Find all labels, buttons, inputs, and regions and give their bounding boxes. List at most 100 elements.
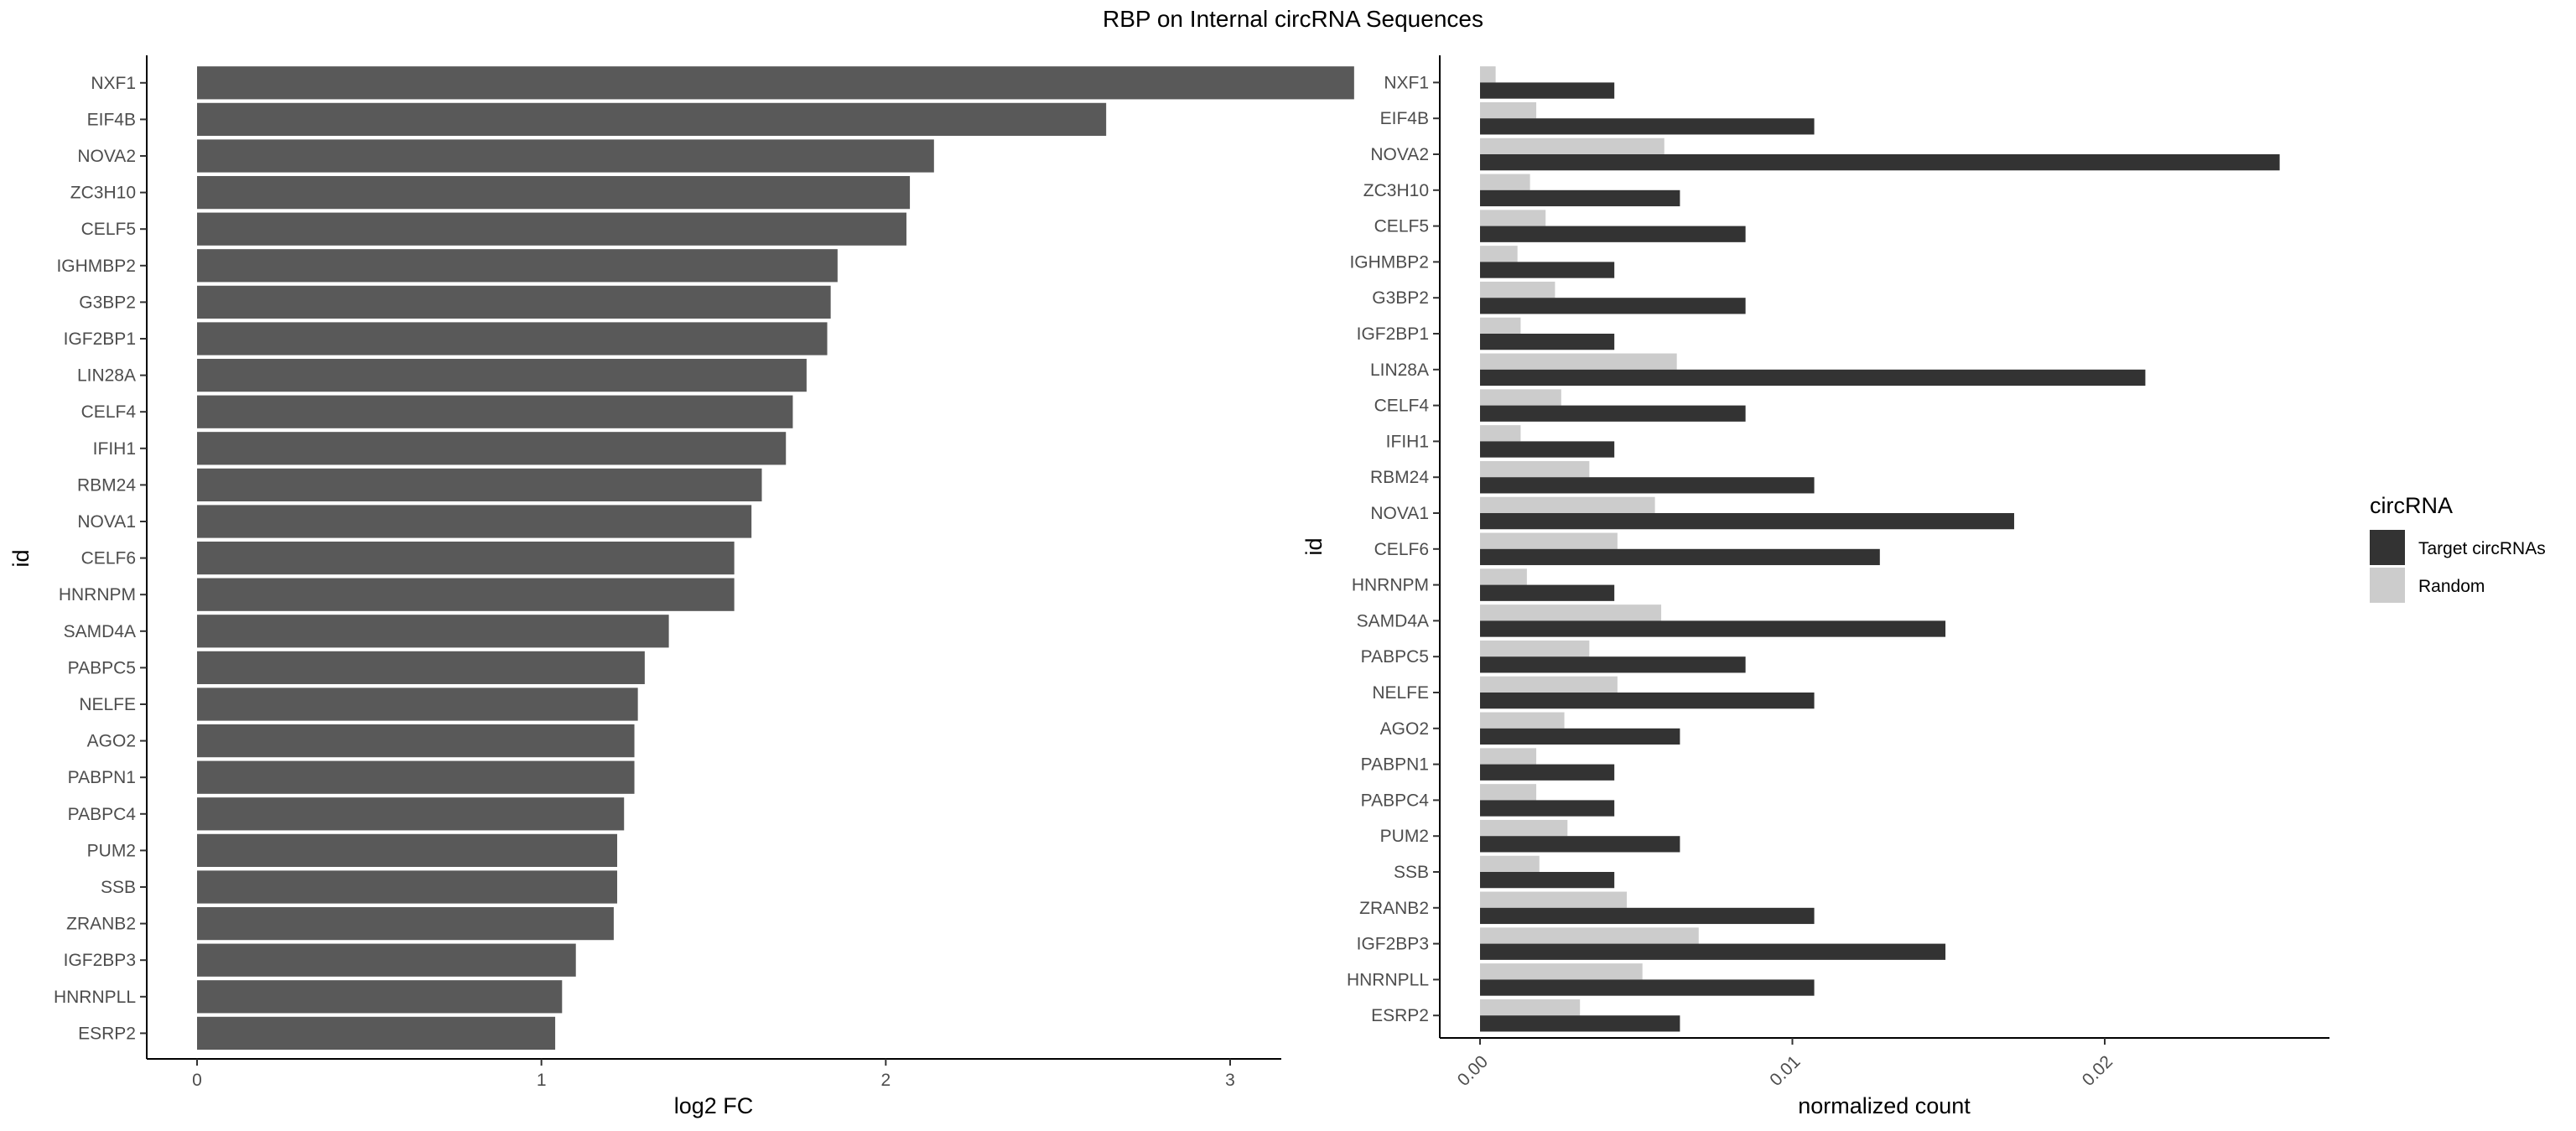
legend-key-target-circrnas <box>2370 530 2405 565</box>
y-tick-label-ago2: AGO2 <box>1380 719 1429 739</box>
bar-random-ighmbp2 <box>1480 246 1518 262</box>
y-tick-label-nelfe: NELFE <box>79 695 136 714</box>
bar-random-zranb2 <box>1480 891 1628 908</box>
bar-target-nova2 <box>1480 154 2280 171</box>
bar-target-lin28a <box>1480 369 2146 387</box>
bar-target-ssb <box>1480 872 1615 889</box>
bar-random-pabpn1 <box>1480 748 1537 765</box>
legend-label-target-circrnas: Target circRNAs <box>2418 539 2546 558</box>
y-tick-label-igf2bp1: IGF2BP1 <box>1357 324 1429 344</box>
bar-samd4a <box>197 615 669 648</box>
x-tick-label: 3 <box>1225 1071 1235 1090</box>
y-tick-label-zc3h10: ZC3H10 <box>70 184 136 203</box>
bar-random-celf6 <box>1480 532 1618 549</box>
y-tick-label-eif4b: EIF4B <box>1380 109 1429 128</box>
x-tick-label: 0 <box>192 1071 202 1090</box>
x-tick-label: 0.00 <box>1454 1052 1492 1090</box>
y-tick-label-hnrnpll: HNRNPLL <box>1347 970 1429 989</box>
bar-target-samd4a <box>1480 620 1946 637</box>
y-tick-label-nxf1: NXF1 <box>1384 73 1429 92</box>
bar-random-celf5 <box>1480 210 1546 226</box>
bar-random-eif4b <box>1480 101 1537 119</box>
bar-target-ighmbp2 <box>1480 262 1615 278</box>
y-tick-label-ago2: AGO2 <box>87 732 136 751</box>
bar-hnrnpll <box>197 980 563 1014</box>
bar-nova2 <box>197 139 934 173</box>
bar-rbm24 <box>197 468 762 502</box>
bar-target-nxf1 <box>1480 82 1615 99</box>
x-axis-title: normalized count <box>1798 1093 1971 1118</box>
y-tick-label-g3bp2: G3BP2 <box>1372 288 1429 308</box>
y-tick-label-igf2bp1: IGF2BP1 <box>64 329 136 349</box>
bar-target-ifih1 <box>1480 441 1615 458</box>
bar-nova1 <box>197 505 752 538</box>
bar-target-pabpc4 <box>1480 800 1615 817</box>
bar-zranb2 <box>197 906 614 941</box>
y-tick-label-celf4: CELF4 <box>81 402 137 422</box>
bar-target-igf2bp3 <box>1480 943 1946 960</box>
bar-ssb <box>197 870 618 904</box>
bar-random-pabpc5 <box>1480 640 1590 657</box>
y-tick-label-rbm24: RBM24 <box>1370 468 1429 487</box>
bar-igf2bp3 <box>197 943 576 977</box>
y-tick-label-hnrnpm: HNRNPM <box>1352 576 1429 595</box>
right-panel-normalized-count: NXF1 EIF4B NOVA2 ZC3H10 CELF5 IGHMBP2 G3BP2 IGF… <box>1301 55 2329 1118</box>
y-tick-label-rbm24: RBM24 <box>77 475 136 495</box>
bar-nelfe <box>197 687 638 721</box>
y-tick-label-igf2bp3: IGF2BP3 <box>64 951 136 970</box>
y-tick-label-esrp2: ESRP2 <box>78 1024 136 1043</box>
y-tick-label-ifih1: IFIH1 <box>1386 432 1429 451</box>
y-tick-label-nova1: NOVA1 <box>1370 504 1429 523</box>
bar-target-igf2bp1 <box>1480 334 1615 350</box>
y-tick-label-hnrnpll: HNRNPLL <box>54 988 136 1007</box>
y-tick-label-nova1: NOVA1 <box>77 512 136 532</box>
bar-pabpn1 <box>197 760 635 794</box>
y-axis-title: id <box>8 549 34 567</box>
bar-target-rbm24 <box>1480 477 1815 494</box>
bar-random-ifih1 <box>1480 425 1521 442</box>
bar-random-nova1 <box>1480 496 1655 513</box>
y-tick-label-pum2: PUM2 <box>1380 827 1429 846</box>
bar-random-rbm24 <box>1480 460 1590 478</box>
bar-random-pum2 <box>1480 819 1568 837</box>
bar-lin28a <box>197 358 807 392</box>
bar-target-celf5 <box>1480 226 1746 242</box>
bar-target-esrp2 <box>1480 1015 1680 1032</box>
y-tick-label-pum2: PUM2 <box>87 841 136 860</box>
bar-target-nova1 <box>1480 513 2014 530</box>
bar-random-lin28a <box>1480 353 1677 370</box>
bar-random-g3bp2 <box>1480 281 1555 298</box>
bar-target-zc3h10 <box>1480 189 1680 207</box>
y-tick-label-pabpn1: PABPN1 <box>68 768 136 787</box>
bar-random-hnrnpm <box>1480 568 1527 585</box>
y-tick-label-pabpc5: PABPC5 <box>68 658 136 677</box>
bar-random-esrp2 <box>1480 999 1581 1016</box>
bar-zc3h10 <box>197 175 911 210</box>
y-tick-label-lin28a: LIN28A <box>77 366 136 386</box>
bar-nxf1 <box>197 66 1354 100</box>
y-tick-label-pabpn1: PABPN1 <box>1361 755 1429 775</box>
y-tick-label-ifih1: IFIH1 <box>93 439 136 459</box>
bar-target-zranb2 <box>1480 907 1815 925</box>
bar-celf6 <box>197 541 735 575</box>
bar-target-celf4 <box>1480 405 1746 422</box>
bar-pabpc4 <box>197 797 625 831</box>
y-tick-label-celf5: CELF5 <box>1374 217 1429 236</box>
bar-random-ago2 <box>1480 712 1565 729</box>
bar-esrp2 <box>197 1016 556 1051</box>
bar-target-hnrnpm <box>1480 584 1615 601</box>
bar-ifih1 <box>197 432 787 465</box>
bar-ago2 <box>197 724 635 758</box>
bar-target-ago2 <box>1480 728 1680 745</box>
bar-random-zc3h10 <box>1480 174 1530 190</box>
x-tick-label: 1 <box>537 1071 547 1090</box>
y-tick-label-zranb2: ZRANB2 <box>66 915 136 934</box>
bar-celf5 <box>197 212 906 246</box>
y-axis-title: id <box>1301 537 1327 555</box>
y-tick-label-celf4: CELF4 <box>1374 397 1430 416</box>
bar-target-g3bp2 <box>1480 298 1746 314</box>
y-tick-label-samd4a: SAMD4A <box>64 622 136 641</box>
y-tick-label-pabpc5: PABPC5 <box>1361 647 1429 667</box>
y-tick-label-nova2: NOVA2 <box>1370 145 1429 164</box>
